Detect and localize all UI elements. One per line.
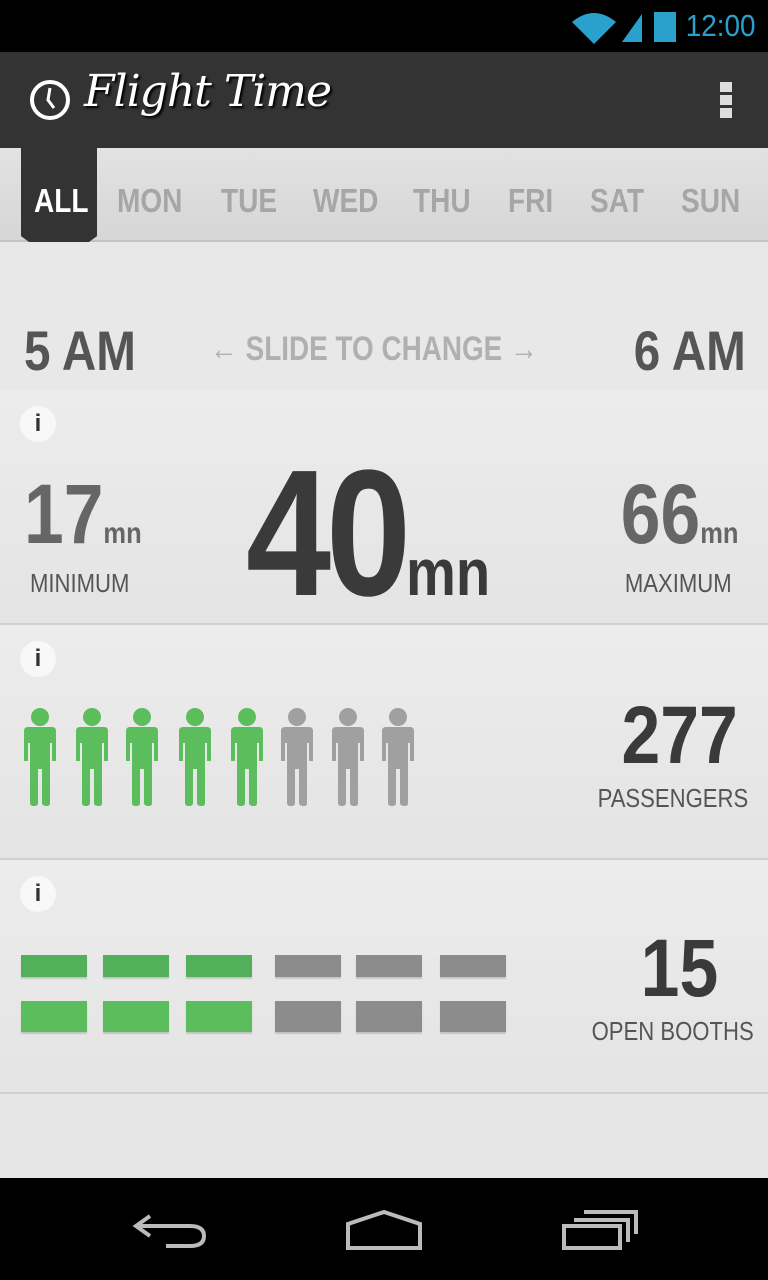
- booth-closed: [356, 955, 422, 977]
- tab-sat[interactable]: SAT: [590, 182, 645, 219]
- wifi-signal-icons: [572, 13, 642, 44]
- day-tabs: [0, 148, 768, 242]
- info-icon[interactable]: i: [20, 641, 56, 677]
- slide-hint-text: SLIDE TO CHANGE: [245, 330, 503, 368]
- home-icon[interactable]: [342, 1208, 426, 1252]
- avg-unit: mn: [405, 535, 491, 609]
- passenger-figure-empty: [332, 708, 364, 806]
- booth-closed: [275, 1001, 341, 1032]
- end-time: 6 AM: [634, 319, 746, 382]
- booth-closed: [440, 1001, 506, 1032]
- passenger-figure-empty: [281, 708, 313, 806]
- booth-closed: [440, 955, 506, 977]
- booths-card: i 15 OPEN BOOTHS: [0, 860, 768, 1094]
- booth-open: [103, 1001, 169, 1032]
- tab-tue[interactable]: TUE: [221, 182, 278, 219]
- booth-open: [21, 1001, 87, 1032]
- clock-icon: [30, 80, 70, 120]
- booth-count: 15: [640, 923, 718, 1014]
- passenger-figure-filled: [179, 708, 211, 806]
- passenger-figures: [22, 707, 442, 807]
- booth-grid: [0, 860, 520, 1060]
- flight-time-card: i 17mn MINIMUM 40mn 66mn MAXIMUM: [0, 390, 768, 634]
- info-icon[interactable]: i: [20, 406, 56, 442]
- passenger-figure-filled: [231, 708, 263, 806]
- booths-label: OPEN BOOTHS: [591, 1016, 754, 1046]
- booth-open: [21, 955, 87, 977]
- tab-wed[interactable]: WED: [313, 182, 379, 219]
- slide-hint: ← SLIDE TO CHANGE →: [210, 330, 538, 368]
- max-unit: mn: [699, 517, 738, 550]
- minimum-label: MINIMUM: [30, 568, 130, 598]
- passengers-card: i 277 PASSENGERS: [0, 625, 768, 860]
- max-number: 66: [620, 467, 700, 561]
- maximum-value: 66mn: [620, 466, 738, 563]
- min-number: 17: [24, 467, 104, 561]
- passenger-figure-filled: [24, 708, 56, 806]
- battery-icon: [654, 12, 676, 42]
- status-bar: 12:00: [0, 0, 768, 52]
- minimum-value: 17mn: [24, 466, 142, 563]
- passenger-figure-filled: [126, 708, 158, 806]
- recent-apps-icon[interactable]: [560, 1208, 640, 1252]
- min-unit: mn: [103, 517, 142, 550]
- booth-open: [186, 1001, 252, 1032]
- maximum-label: MAXIMUM: [625, 568, 732, 598]
- passenger-count: 277: [621, 690, 738, 781]
- passenger-figure-filled: [76, 708, 108, 806]
- start-time: 5 AM: [24, 319, 136, 382]
- passenger-figure-empty: [382, 708, 414, 806]
- time-slider[interactable]: 5 AM ← SLIDE TO CHANGE → 6 AM: [0, 242, 768, 390]
- tab-all[interactable]: ALL: [34, 182, 89, 219]
- navigation-bar: [0, 1178, 768, 1280]
- app-title: Flight Time: [84, 66, 332, 117]
- booth-open: [186, 955, 252, 977]
- average-value: 40mn: [246, 430, 490, 637]
- avg-number: 40: [246, 433, 411, 634]
- passengers-label: PASSENGERS: [597, 783, 748, 813]
- back-icon[interactable]: [130, 1208, 210, 1252]
- tab-thu[interactable]: THU: [413, 182, 471, 219]
- booth-open: [103, 955, 169, 977]
- action-bar: [0, 52, 768, 148]
- clock-time: 12:00: [686, 8, 756, 43]
- tab-fri[interactable]: FRI: [508, 182, 554, 219]
- info-icon[interactable]: i: [20, 876, 56, 912]
- booth-closed: [275, 955, 341, 977]
- overflow-menu-icon[interactable]: [720, 82, 732, 118]
- tab-mon[interactable]: MON: [117, 182, 183, 219]
- booth-closed: [356, 1001, 422, 1032]
- tab-sun[interactable]: SUN: [681, 182, 741, 219]
